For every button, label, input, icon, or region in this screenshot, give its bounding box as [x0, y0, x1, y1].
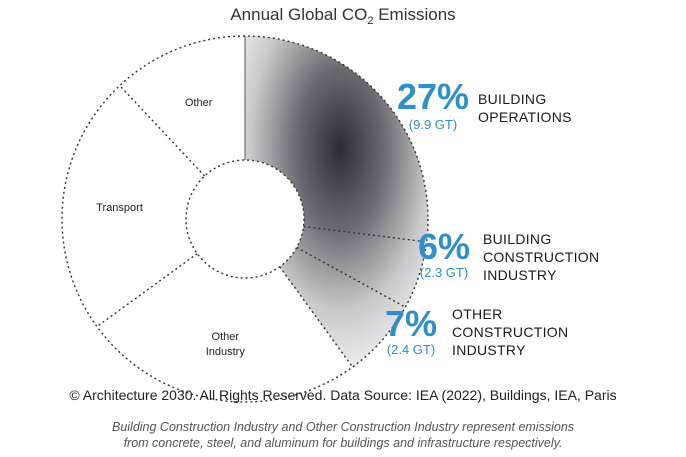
divider-building-construction-industry [303, 225, 427, 243]
divider-other [119, 85, 206, 177]
pct-building-operations: 27% [397, 76, 469, 117]
divider-other-industry [279, 266, 354, 368]
pct-other-construction-industry: 7% [385, 303, 437, 344]
credit-text: © Architecture 2030. All Rights Reserved… [69, 387, 616, 403]
segment-label-transport-0: Transport [96, 202, 143, 214]
chart-title-suffix: Emissions [373, 5, 455, 24]
category-other-construction-industry-0: OTHER [452, 306, 503, 322]
category-other-construction-industry-2: INDUSTRY [452, 342, 526, 358]
gt-building-operations: (9.9 GT) [409, 117, 457, 132]
gt-building-construction-industry: (2.3 GT) [420, 265, 468, 280]
divider-other-construction-industry [296, 246, 406, 308]
chart-title: Annual Global CO2 Emissions [230, 5, 455, 27]
segment-label-other-0: Other [185, 97, 213, 109]
pie-segments [61, 35, 429, 403]
divider-transport [96, 253, 198, 328]
category-building-construction-industry-2: INDUSTRY [483, 267, 557, 283]
outer-ring [61, 35, 429, 403]
category-building-operations-1: OPERATIONS [478, 109, 572, 125]
segment-label-other-industry-1: Industry [206, 346, 246, 358]
category-building-construction-industry-1: CONSTRUCTION [483, 249, 599, 265]
pie-labels: Other Industry Transport Other 27%(9.9 GT) BU… [96, 76, 599, 358]
segment-label-other-industry-0: Other [212, 331, 240, 343]
highlight-fill [245, 36, 428, 368]
gt-other-construction-industry: (2.4 GT) [387, 342, 435, 357]
inner-ring [185, 159, 305, 279]
chart-title-prefix: Annual Global CO [230, 5, 367, 24]
footnote-line-1: Building Construction Industry and Other… [112, 420, 574, 434]
category-building-operations-0: BUILDING [478, 91, 547, 107]
pct-building-construction-industry: 6% [418, 226, 470, 267]
category-building-construction-industry-0: BUILDING [483, 231, 552, 247]
category-other-construction-industry-1: CONSTRUCTION [452, 324, 568, 340]
footnote-line-2: from concrete, steel, and aluminum for b… [124, 436, 563, 450]
chart-title-subscript: 2 [367, 15, 373, 27]
